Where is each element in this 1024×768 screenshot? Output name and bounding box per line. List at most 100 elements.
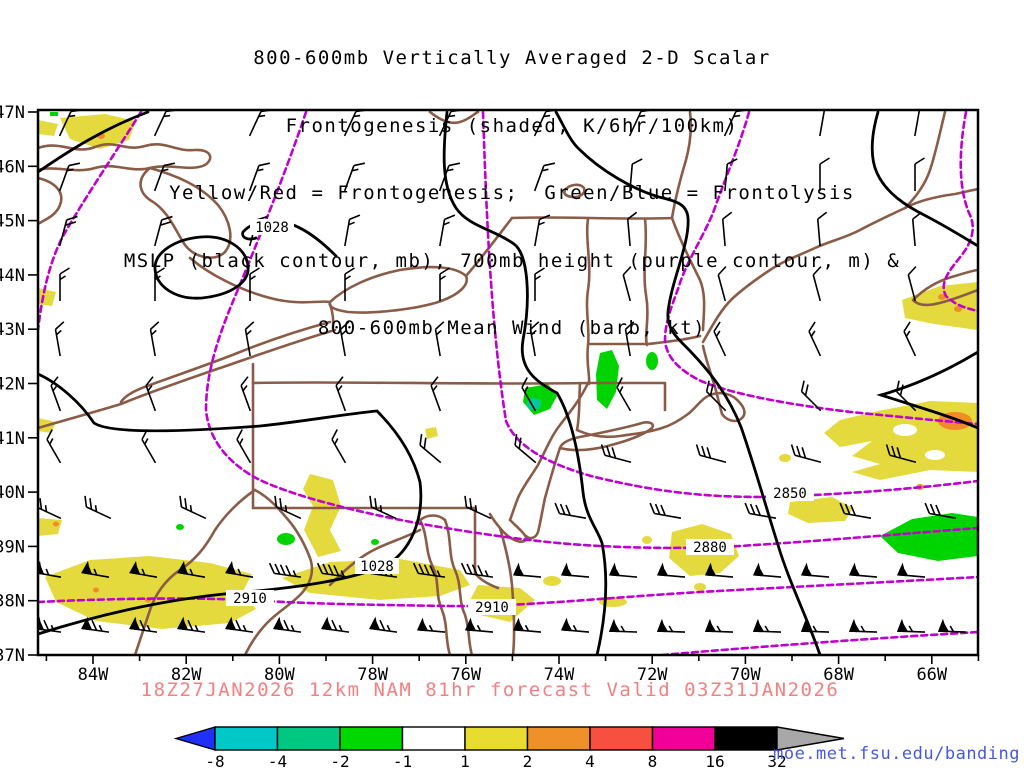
yellow-shade-region xyxy=(642,536,652,544)
wind-barb xyxy=(914,157,925,191)
border-ny-pa xyxy=(251,381,590,385)
lon-tick-label: 68W xyxy=(823,665,854,685)
wind-barb xyxy=(533,162,556,192)
yellow-shade-region xyxy=(779,454,791,462)
height-contour-2880 xyxy=(204,110,978,550)
colorbar-segment xyxy=(526,726,591,751)
wind-barb xyxy=(225,616,254,633)
wind-barb xyxy=(624,321,635,357)
lon-tick-label: 70W xyxy=(730,665,761,685)
wind-barb xyxy=(331,429,347,464)
lat-tick-label: 47N xyxy=(0,103,25,123)
wind-barb xyxy=(885,444,917,464)
wind-barb xyxy=(439,214,456,247)
wind-barb xyxy=(50,376,62,412)
wind-barb xyxy=(38,498,62,520)
forecast-valid-text: 18Z27JAN2026 12km NAM 81hr forecast Vali… xyxy=(140,679,840,701)
wind-barb xyxy=(819,157,830,191)
lon-tick-label: 66W xyxy=(916,665,947,685)
wind-barb xyxy=(316,562,350,578)
lat-tick-label: 45N xyxy=(0,212,25,232)
border-ny-vt xyxy=(585,217,591,386)
wind-barb xyxy=(141,429,157,464)
coastline-new-brunswick xyxy=(903,110,947,210)
lon-tick-label: 76W xyxy=(450,665,481,685)
wind-barb xyxy=(416,617,446,633)
wind-barb xyxy=(438,162,461,192)
chesapeake-bay-west xyxy=(418,518,452,655)
wind-barb xyxy=(46,429,62,464)
colorbar-segment xyxy=(401,726,466,751)
wind-barb xyxy=(721,211,733,247)
wind-barb xyxy=(914,110,931,137)
wind-barb xyxy=(369,616,398,633)
wind-barb xyxy=(937,618,967,633)
wind-barb xyxy=(145,376,157,412)
colorbar-segment xyxy=(339,726,404,751)
border-delaware xyxy=(473,506,500,590)
st-lawrence-river xyxy=(464,216,514,278)
wind-barb xyxy=(129,560,158,578)
wind-barb xyxy=(608,562,638,578)
yellow-shade-region xyxy=(38,518,62,536)
yellow-shade-region xyxy=(45,556,256,629)
colorbar-segment xyxy=(214,726,279,751)
coastline-lake-erie-south xyxy=(38,328,337,430)
green-shade-region xyxy=(596,350,619,409)
delaware-bay xyxy=(488,512,528,543)
contour-value-labels: 1028 1028 2850 2880 2910 2910 xyxy=(226,219,814,616)
lat-tick-label: 38N xyxy=(0,592,25,612)
wind-barb xyxy=(896,618,926,633)
yellow-shade-region xyxy=(425,427,438,439)
mslp-contour xyxy=(442,110,608,655)
colorbar-arrow-right xyxy=(776,726,845,751)
wind-barb xyxy=(58,162,81,192)
wind-barb xyxy=(240,376,252,412)
wind-barb xyxy=(321,616,350,633)
title-line-3: Yellow/Red = Frontogenesis; Green/Blue =… xyxy=(169,182,855,204)
wind-barb xyxy=(81,560,110,578)
wind-barb xyxy=(629,158,643,192)
wind-barb xyxy=(839,502,872,519)
latitude-axis: 47N 46N 45N 44N 43N 42N 41N 40N 39N 38N 37N xyxy=(0,103,38,666)
colorbar-tick-label: 1 xyxy=(460,752,470,768)
wind-barb xyxy=(177,560,206,578)
coastline-georgian-bay xyxy=(139,166,232,259)
wind-barb xyxy=(434,321,445,357)
mslp-label: 1028 xyxy=(360,559,394,575)
wind-barb xyxy=(903,321,917,357)
wind-barb xyxy=(808,321,822,357)
wind-barb xyxy=(512,617,542,633)
wind-barb xyxy=(560,562,590,578)
coastline-north-channel xyxy=(38,143,212,172)
site-link[interactable]: moe.met.fsu.edu/banding xyxy=(773,744,1020,764)
green-shade-region xyxy=(646,352,658,370)
colorbar-arrow-left xyxy=(173,726,216,751)
wind-barb xyxy=(554,502,587,519)
wind-barb xyxy=(512,562,542,578)
mslp-contour xyxy=(876,350,978,430)
height-label: 2880 xyxy=(693,540,727,556)
border-ma-north xyxy=(588,334,702,346)
wind-barb xyxy=(58,215,78,247)
wind-barb xyxy=(460,562,494,578)
wind-barb xyxy=(248,162,271,192)
wind-barb xyxy=(249,267,260,301)
lat-tick-label: 39N xyxy=(0,537,25,557)
wind-barb xyxy=(800,380,822,412)
wind-barb xyxy=(274,495,302,520)
orange-shade-region xyxy=(938,294,946,300)
yellow-shade-region xyxy=(38,120,58,136)
wind-barb xyxy=(695,444,727,464)
colorbar-tick-label: -4 xyxy=(268,752,287,768)
map-border xyxy=(36,108,980,657)
quebec-lake xyxy=(563,183,586,199)
wind-barb xyxy=(177,616,206,633)
mslp-closed-low-1028 xyxy=(153,235,250,300)
mslp-contour xyxy=(38,110,150,174)
wind-barb xyxy=(896,562,926,578)
colorbar-tick-label: -8 xyxy=(205,752,224,768)
wind-barb xyxy=(534,214,551,247)
yellow-shade-region xyxy=(303,474,341,557)
orange-shade-region xyxy=(954,306,962,312)
